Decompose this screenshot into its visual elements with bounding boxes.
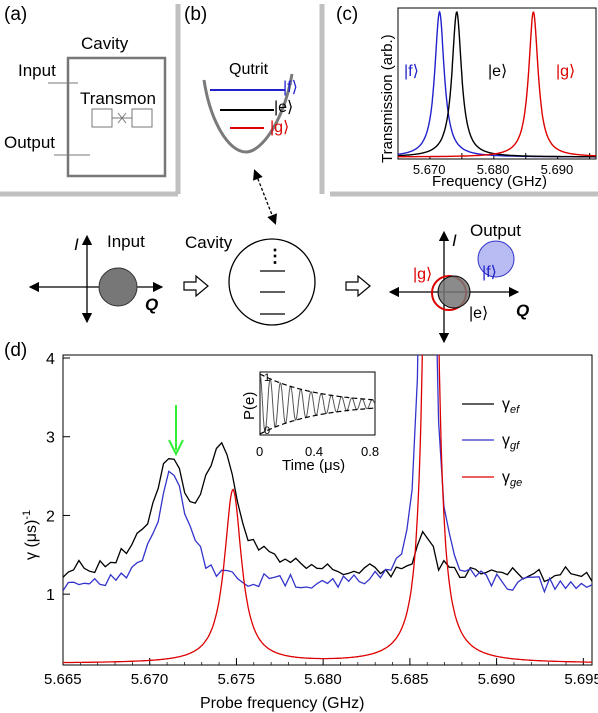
- qutrit-label: Qutrit: [229, 61, 269, 78]
- flow-cavity-label: Cavity: [185, 233, 233, 252]
- input-state-blob: [98, 267, 138, 307]
- output-label: Output: [4, 133, 55, 152]
- cavity-circle: [228, 238, 316, 326]
- output-i-label: I: [452, 231, 457, 250]
- panel-d-ytick-label: 2: [46, 508, 55, 525]
- input-label: Input: [18, 61, 56, 80]
- panel-c-ylabel: Transmission (arb.): [379, 34, 396, 163]
- panel-d-ticks: 5.665 5.670 5.675 5.680 5.685 5.690 5.695 1 2 3 4: [44, 351, 598, 688]
- panel-d-ytick-label: 3: [46, 430, 55, 447]
- output-state-g-label: |g⟩: [413, 266, 432, 283]
- panel-d-xtick-label: 5.670: [131, 671, 169, 688]
- inset-plot: P(e) Time (μs) 0 0.4 0.8 1 0: [241, 371, 379, 474]
- input-i-label: I: [74, 235, 79, 254]
- transmon-pad-right: [131, 108, 153, 128]
- panel-c-label: (c): [336, 4, 358, 25]
- flow-input-label: Input: [107, 232, 145, 251]
- flow-row: I Q Input Cavity ⋮ I Q Output |f⟩ |g⟩ |e…: [28, 221, 529, 344]
- panel-c-xlabel: Frequency (GHz): [432, 173, 547, 190]
- panel-d-series-line: [63, 355, 592, 594]
- legend-label-gf: γgf: [502, 432, 520, 452]
- green-arrow-icon: [168, 439, 184, 457]
- legend-label-ef: γef: [502, 396, 520, 416]
- transmon-label: Transmon: [80, 89, 156, 108]
- inset-oscillation-line: [260, 373, 375, 433]
- flow-arrow-2: [345, 274, 371, 298]
- panel-c-series-line: [398, 11, 596, 158]
- inset-xtick-2: 0.8: [361, 444, 379, 459]
- panel-d-xtick-label: 5.680: [304, 671, 342, 688]
- panel-d-label: (d): [4, 340, 27, 361]
- panel-d-ytick-label: 1: [46, 587, 55, 604]
- inset-ytick-0: 0: [264, 425, 270, 437]
- inset-ytick-1: 1: [264, 372, 270, 384]
- panel-a-label: (a): [4, 4, 27, 25]
- inset-xtick-1: 0.4: [305, 444, 323, 459]
- panel-a: (a) Cavity Input Transmon Output: [0, 4, 181, 197]
- state-g-label: |g⟩: [270, 119, 289, 136]
- panel-d-xtick-label: 5.695: [564, 671, 598, 688]
- panel-c-xtick-label: 5.680: [477, 162, 510, 177]
- panel-c-series-line: [398, 10, 596, 158]
- output-state-e-blob: [437, 275, 471, 309]
- panel-b: (b) Qutrit |f⟩ |e⟩ |g⟩: [184, 4, 325, 225]
- panel-d-ylabel: γ (μs)-1: [21, 510, 40, 560]
- transmon-pad-left: [91, 108, 113, 128]
- peak-e-label: |e⟩: [488, 63, 507, 80]
- flow-output-label: Output: [470, 221, 521, 240]
- inset-curves: [260, 373, 375, 435]
- panel-c-xtick-label: 5.690: [541, 162, 574, 177]
- cavity-dots: ⋮: [266, 246, 284, 266]
- josephson-junction-icon: [117, 112, 127, 124]
- panel-d-xtick-label: 5.675: [217, 671, 255, 688]
- legend: γef γgf γge: [462, 396, 522, 489]
- flow-arrow-1: [183, 274, 209, 298]
- panel-d-frame: [62, 354, 593, 666]
- output-state-f-label: |f⟩: [482, 264, 497, 281]
- panel-c-xtick-label: 5.670: [413, 162, 446, 177]
- panel-d: (d) γ (μs)-1 Probe frequency (GHz) 5.665…: [4, 340, 598, 712]
- output-q-label: Q: [516, 301, 529, 320]
- panel-c: (c) Transmission (arb.) Frequency (GHz) …: [330, 4, 598, 197]
- peak-g-label: |g⟩: [556, 63, 575, 80]
- output-state-f-blob: [477, 240, 515, 278]
- panel-c-curves: [398, 10, 596, 158]
- inset-envelope-line: [260, 407, 375, 435]
- panel-d-xtick-label: 5.665: [44, 671, 82, 688]
- state-e-label: |e⟩: [274, 99, 293, 116]
- panel-d-xtick-label: 5.685: [391, 671, 429, 688]
- panel-b-label: (b): [184, 4, 207, 25]
- panel-d-ytick-label: 4: [46, 351, 55, 368]
- input-q-label: Q: [145, 295, 158, 314]
- panel-c-series-line: [398, 10, 596, 158]
- legend-label-ge: γge: [502, 469, 522, 489]
- potential-well: [202, 73, 294, 154]
- panel-d-xtick-label: 5.690: [478, 671, 516, 688]
- inset-xlabel: Time (μs): [282, 457, 345, 474]
- inset-ylabel: P(e): [241, 392, 258, 420]
- panel-d-series-line: [63, 355, 592, 664]
- coupling-arrow: [253, 169, 277, 225]
- panel-d-series-line: [63, 441, 592, 583]
- cavity-label: Cavity: [81, 34, 129, 53]
- panel-d-xlabel: Probe frequency (GHz): [200, 695, 365, 712]
- state-f-label: |f⟩: [283, 79, 298, 96]
- output-state-e-label: |e⟩: [469, 305, 488, 322]
- panel-c-frame: [397, 7, 597, 160]
- panel-c-ticks: 5.670 5.680 5.690: [397, 153, 591, 177]
- inset-envelope-line: [260, 373, 375, 401]
- peak-f-label: |f⟩: [404, 63, 419, 80]
- cavity-box: [66, 56, 167, 178]
- inset-xtick-0: 0: [256, 444, 263, 459]
- panel-d-curves: [63, 355, 592, 664]
